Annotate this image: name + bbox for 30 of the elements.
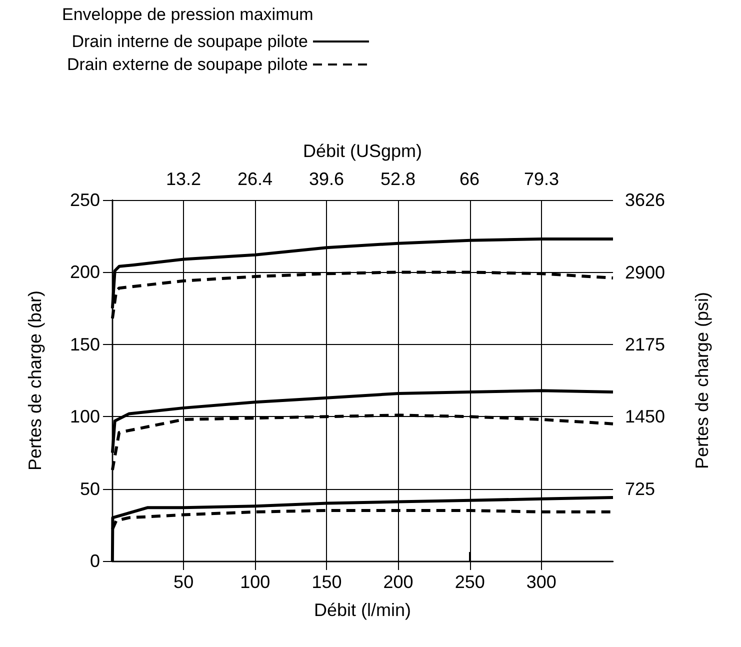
x-axis-title: Débit (l/min) [314,600,412,620]
x-tick-label: 250 [454,572,485,592]
y-axis-title: Pertes de charge (bar) [25,290,45,471]
x2-tick-label: 39.6 [308,169,344,189]
y-tick-label: 250 [70,190,100,210]
legend-label: Drain externe de soupape pilote [66,55,308,74]
y2-tick-label: 3626 [625,190,666,210]
y-tick-label: 150 [70,334,100,354]
x2-tick-label: 26.4 [237,169,273,189]
x-tick-label: 300 [526,572,556,592]
y2-tick-label: 1450 [625,406,666,427]
y-tick-label: 0 [90,551,100,571]
y2-tick-label: 2175 [625,334,666,354]
y-tick-label: 200 [70,262,100,282]
y-tick-label: 50 [80,478,100,499]
x2-axis-title: Débit (USgpm) [302,141,422,161]
x-tick-label: 150 [312,572,342,592]
x-tick-label: 100 [240,572,270,592]
x2-tick-label: 52.8 [380,169,416,189]
x2-tick-label: 13.2 [166,169,202,189]
y-tick-label: 100 [70,406,100,427]
x2-tick-label: 79.3 [524,169,560,189]
y2-tick-label: 2900 [625,262,666,282]
legend-title: Enveloppe de pression maximum [62,5,314,24]
y2-axis-title: Pertes de charge (psi) [692,292,712,470]
x-tick-label: 50 [174,572,194,592]
x-tick-label: 200 [383,572,414,592]
x2-tick-label: 66 [459,169,480,189]
legend-label: Drain interne de soupape pilote [72,32,308,51]
y2-tick-label: 725 [625,478,656,499]
